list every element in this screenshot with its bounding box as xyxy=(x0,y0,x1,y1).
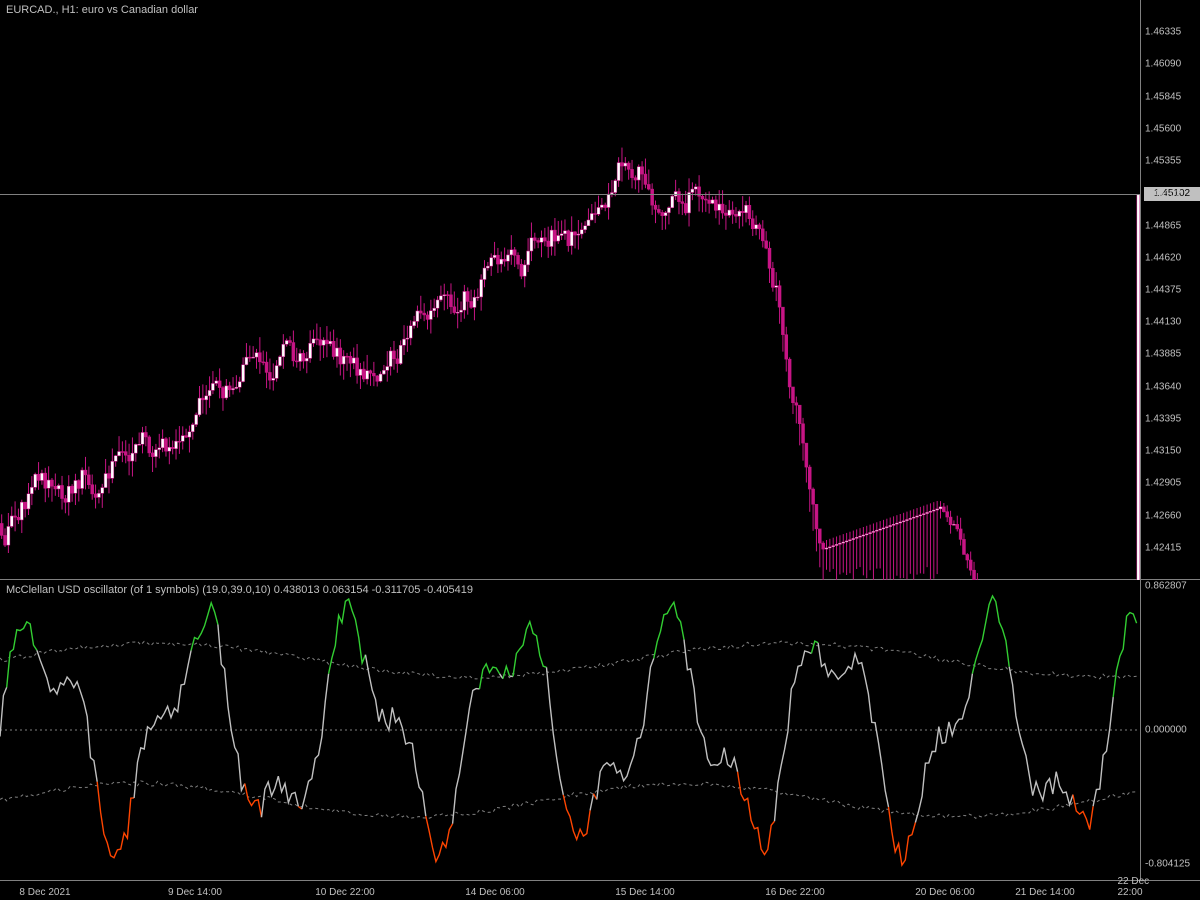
price-tick-label: 1.43395 xyxy=(1145,413,1181,424)
price-tick-label: 1.46090 xyxy=(1145,59,1181,70)
time-tick-label: 8 Dec 2021 xyxy=(19,887,70,898)
price-tick-label: 1.43640 xyxy=(1145,381,1181,392)
price-tick-label: 1.43150 xyxy=(1145,446,1181,457)
price-tick-label: 1.42905 xyxy=(1145,478,1181,489)
price-tick-label: 1.45102 xyxy=(1145,189,1181,200)
price-tick-label: 1.44620 xyxy=(1145,252,1181,263)
time-tick-label: 20 Dec 06:00 xyxy=(915,887,975,898)
oscillator-canvas xyxy=(0,580,1140,880)
time-tick-label: 22 Dec 22:00 xyxy=(1118,876,1173,898)
current-price-line xyxy=(0,194,1140,195)
time-tick-label: 15 Dec 14:00 xyxy=(615,887,675,898)
price-tick-label: 1.43885 xyxy=(1145,349,1181,360)
price-tick-label: 1.44375 xyxy=(1145,285,1181,296)
price-tick-label: 1.45600 xyxy=(1145,123,1181,134)
price-tick-label: 1.45355 xyxy=(1145,156,1181,167)
price-axis: 1.45102 1.46335 1.46090 1.45845 1.45600 1.45… xyxy=(1140,0,1200,579)
indicator-chart[interactable]: McClellan USD oscillator (of 1 symbols) … xyxy=(0,580,1200,880)
price-tick-label: 1.42415 xyxy=(1145,542,1181,553)
time-tick-label: 9 Dec 14:00 xyxy=(168,887,222,898)
indicator-title: McClellan USD oscillator (of 1 symbols) … xyxy=(6,584,473,596)
trading-chart-container: EURCAD., H1: euro vs Canadian dollar 1.4… xyxy=(0,0,1200,900)
time-tick-label: 16 Dec 22:00 xyxy=(765,887,825,898)
price-tick-label: 1.45845 xyxy=(1145,91,1181,102)
chart-title: EURCAD., H1: euro vs Canadian dollar xyxy=(6,4,198,16)
price-tick-label: 1.46335 xyxy=(1145,27,1181,38)
time-tick-label: 14 Dec 06:00 xyxy=(465,887,525,898)
price-tick-label: 1.44865 xyxy=(1145,220,1181,231)
time-tick-label: 10 Dec 22:00 xyxy=(315,887,375,898)
indicator-tick-label: 0.862807 xyxy=(1145,581,1187,592)
price-tick-label: 1.44130 xyxy=(1145,317,1181,328)
price-tick-label: 1.42660 xyxy=(1145,510,1181,521)
time-axis: 8 Dec 2021 9 Dec 14:00 10 Dec 22:00 14 Dec … xyxy=(0,880,1200,900)
indicator-tick-label: 0.000000 xyxy=(1145,725,1187,736)
main-price-chart[interactable]: EURCAD., H1: euro vs Canadian dollar 1.4… xyxy=(0,0,1200,580)
candlestick-canvas xyxy=(0,0,1140,580)
time-tick-label: 21 Dec 14:00 xyxy=(1015,887,1075,898)
indicator-tick-label: -0.804125 xyxy=(1145,859,1190,870)
indicator-axis: 0.862807 0.000000 -0.804125 xyxy=(1140,580,1200,880)
